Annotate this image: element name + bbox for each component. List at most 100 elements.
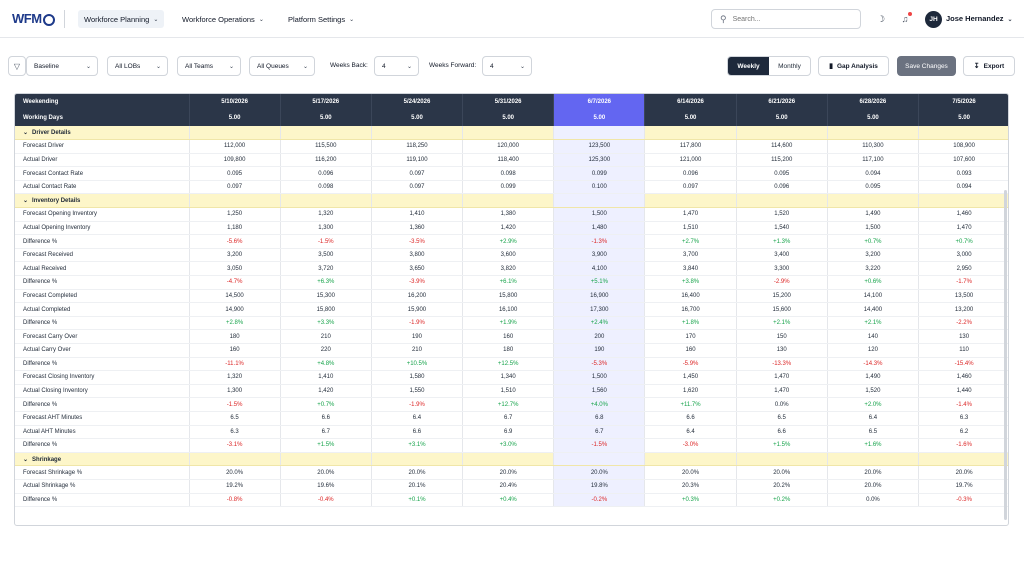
value-cell[interactable]: 1,500 [827, 221, 920, 236]
value-cell[interactable]: 1,540 [736, 221, 828, 236]
value-cell[interactable]: 0.095 [189, 166, 281, 181]
value-cell[interactable]: 1,420 [462, 221, 555, 236]
weeks-forward-select[interactable]: 4 ⌄ [482, 56, 532, 76]
value-cell[interactable]: 20.0% [280, 465, 372, 480]
value-cell[interactable]: 0.096 [644, 166, 737, 181]
value-cell[interactable]: 210 [371, 343, 464, 358]
value-cell[interactable]: 14,100 [827, 289, 920, 304]
value-cell[interactable]: 0.095 [736, 166, 828, 181]
value-cell[interactable]: 16,900 [553, 289, 646, 304]
vertical-scrollbar[interactable] [1004, 190, 1007, 520]
value-cell[interactable]: 15,800 [280, 302, 372, 317]
value-cell[interactable]: 1,620 [644, 384, 737, 399]
value-cell[interactable]: 118,400 [462, 153, 555, 168]
value-cell[interactable]: 117,800 [644, 139, 737, 154]
value-cell[interactable]: 0.095 [827, 180, 920, 195]
value-cell[interactable]: 6.7 [280, 425, 372, 440]
value-cell[interactable]: 19.6% [280, 479, 372, 494]
teams-select[interactable]: All Teams ⌄ [177, 56, 241, 76]
value-cell[interactable]: 1,500 [553, 370, 646, 385]
value-cell[interactable]: 20.4% [462, 479, 555, 494]
value-cell[interactable]: 19.2% [189, 479, 281, 494]
view-weekly-button[interactable]: Weekly [728, 57, 769, 75]
value-cell[interactable]: 1,470 [736, 370, 828, 385]
value-cell[interactable]: 123,500 [553, 139, 646, 154]
value-cell[interactable]: 20.2% [736, 479, 828, 494]
value-cell[interactable]: 15,900 [371, 302, 464, 317]
value-cell[interactable]: 120,000 [462, 139, 555, 154]
value-cell[interactable]: 119,100 [371, 153, 464, 168]
value-cell[interactable]: 160 [462, 329, 555, 344]
value-cell[interactable]: 3,200 [827, 248, 920, 263]
value-cell[interactable]: 6.5 [189, 411, 281, 426]
value-cell[interactable]: 3,720 [280, 261, 372, 277]
value-cell[interactable]: 0.093 [918, 166, 1008, 181]
value-cell[interactable]: 125,300 [553, 153, 646, 168]
value-cell[interactable]: 1,500 [553, 207, 646, 222]
gap-analysis-button[interactable]: ▮ Gap Analysis [818, 56, 889, 76]
value-cell[interactable]: 110 [918, 343, 1008, 358]
value-cell[interactable]: 3,900 [553, 248, 646, 263]
notifications-bell-icon[interactable]: ♫ [898, 12, 912, 26]
value-cell[interactable]: 0.099 [553, 166, 646, 181]
value-cell[interactable]: 1,520 [736, 207, 828, 222]
chevron-down-icon[interactable]: ⌄ [23, 456, 29, 463]
scenario-select[interactable]: Baseline ⌄ [26, 56, 98, 76]
value-cell[interactable]: 20.3% [644, 479, 737, 494]
value-cell[interactable]: 17,300 [553, 302, 646, 317]
app-logo[interactable]: WFM [12, 11, 55, 26]
value-cell[interactable]: 1,460 [918, 207, 1008, 222]
value-cell[interactable]: 3,820 [462, 261, 555, 277]
value-cell[interactable]: 112,000 [189, 139, 281, 154]
value-cell[interactable]: 3,220 [827, 261, 920, 277]
value-cell[interactable]: 120 [827, 343, 920, 358]
value-cell[interactable]: 1,250 [189, 207, 281, 222]
value-cell[interactable]: 114,600 [736, 139, 828, 154]
value-cell[interactable]: 1,450 [644, 370, 737, 385]
section-header-row[interactable]: ⌄ Shrinkage [15, 452, 1008, 467]
value-cell[interactable]: 3,000 [918, 248, 1008, 263]
value-cell[interactable]: 19.8% [553, 479, 646, 494]
value-cell[interactable]: 1,340 [462, 370, 555, 385]
value-cell[interactable]: 0.098 [280, 180, 372, 195]
value-cell[interactable]: 220 [280, 343, 372, 358]
value-cell[interactable]: 3,200 [189, 248, 281, 263]
value-cell[interactable]: 1,580 [371, 370, 464, 385]
value-cell[interactable]: 190 [553, 343, 646, 358]
value-cell[interactable]: 3,650 [371, 261, 464, 277]
value-cell[interactable]: 1,300 [280, 221, 372, 236]
value-cell[interactable]: 1,320 [280, 207, 372, 222]
value-cell[interactable]: 6.5 [736, 411, 828, 426]
nav-platform-settings[interactable]: Platform Settings ⌄ [282, 10, 360, 28]
value-cell[interactable]: 13,200 [918, 302, 1008, 317]
value-cell[interactable]: 160 [189, 343, 281, 358]
value-cell[interactable]: 14,400 [827, 302, 920, 317]
value-cell[interactable]: 6.4 [827, 411, 920, 426]
value-cell[interactable]: 180 [462, 343, 555, 358]
value-cell[interactable]: 6.3 [189, 425, 281, 440]
value-cell[interactable]: 6.8 [553, 411, 646, 426]
value-cell[interactable]: 1,510 [644, 221, 737, 236]
value-cell[interactable]: 0.097 [371, 180, 464, 195]
value-cell[interactable]: 0.100 [553, 180, 646, 195]
value-cell[interactable]: 0.097 [371, 166, 464, 181]
value-cell[interactable]: 0.098 [462, 166, 555, 181]
value-cell[interactable]: 20.0% [827, 465, 920, 480]
value-cell[interactable]: 13,500 [918, 289, 1008, 304]
value-cell[interactable]: 20.0% [371, 465, 464, 480]
value-cell[interactable]: 20.0% [462, 465, 555, 480]
value-cell[interactable]: 2,950 [918, 261, 1008, 277]
value-cell[interactable]: 115,200 [736, 153, 828, 168]
value-cell[interactable]: 1,460 [918, 370, 1008, 385]
value-cell[interactable]: 0.094 [827, 166, 920, 181]
value-cell[interactable]: 118,250 [371, 139, 464, 154]
user-menu[interactable]: Jose Hernandez ⌄ [946, 14, 1013, 23]
value-cell[interactable]: 116,200 [280, 153, 372, 168]
value-cell[interactable]: 130 [736, 343, 828, 358]
search-input[interactable] [732, 15, 843, 23]
value-cell[interactable]: 115,500 [280, 139, 372, 154]
chevron-down-icon[interactable]: ⌄ [23, 198, 29, 205]
value-cell[interactable]: 6.5 [827, 425, 920, 440]
value-cell[interactable]: 6.7 [553, 425, 646, 440]
value-cell[interactable]: 15,800 [462, 289, 555, 304]
